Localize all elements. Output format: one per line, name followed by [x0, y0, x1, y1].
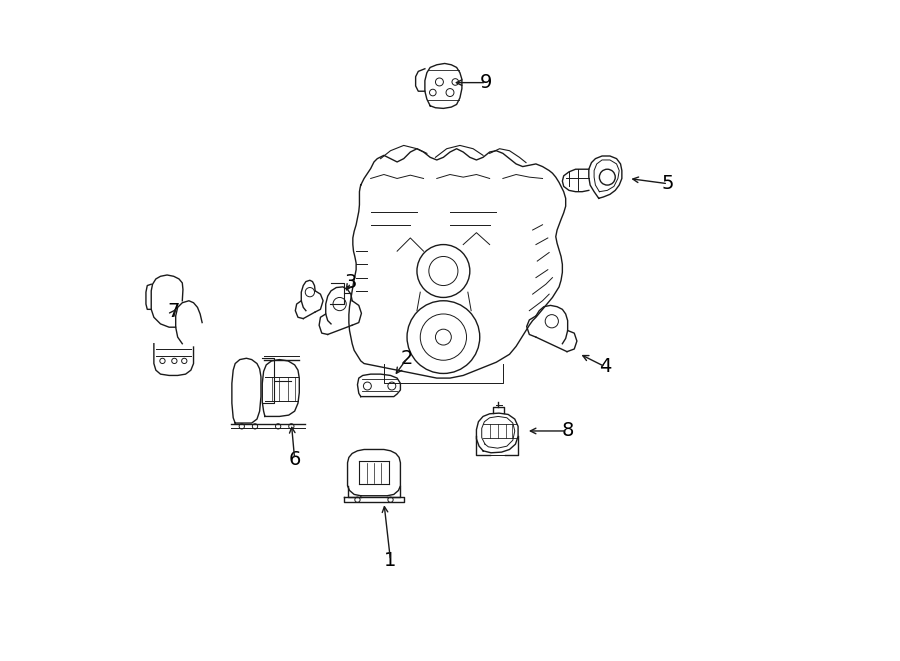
Text: 1: 1 — [384, 551, 397, 570]
Text: 5: 5 — [662, 175, 674, 193]
Text: 2: 2 — [400, 349, 413, 368]
Text: 6: 6 — [289, 450, 301, 469]
Text: 7: 7 — [167, 303, 180, 321]
Text: 4: 4 — [599, 358, 611, 376]
Text: 8: 8 — [562, 422, 574, 440]
Text: 9: 9 — [481, 73, 492, 92]
Text: 3: 3 — [345, 274, 357, 292]
